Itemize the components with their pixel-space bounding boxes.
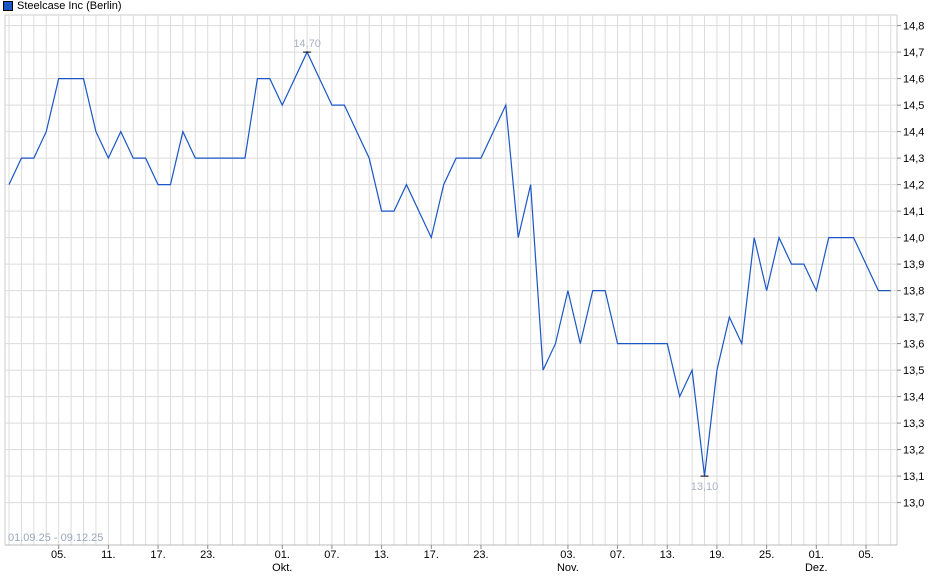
x-tick-label: 25. [759,549,774,561]
x-tick-label: 07. [324,549,339,561]
x-tick-label: 13. [374,549,389,561]
y-tick-label: 13,4 [903,392,924,404]
x-tick-label: 23. [200,549,215,561]
y-tick-label: 13,6 [903,339,924,351]
legend: Steelcase Inc (Berlin) [3,0,122,12]
x-tick-label: 11. [101,549,115,561]
price-line [8,50,891,477]
annotation-label-high: 14,70 [293,38,321,50]
legend-swatch [3,1,13,11]
x-month-label: Dez. [805,562,828,574]
x-tick-label: 05. [858,549,873,561]
x-tick-label: 19. [709,549,724,561]
x-tick-label: 17. [424,549,439,561]
y-tick-label: 14,3 [903,153,924,165]
x-tick-label: 07. [610,549,625,561]
y-tick-label: 13,9 [903,259,924,271]
y-tick-label: 14,2 [903,180,924,192]
y-tick-label: 13,3 [903,418,924,430]
annotation-label-low: 13,10 [691,481,719,493]
x-tick-label: 17. [150,549,165,561]
x-tick-label: 03. [560,549,575,561]
y-tick-label: 14,4 [903,127,924,139]
y-tick-label: 14,1 [903,206,924,218]
y-tick-label: 13,0 [903,498,924,510]
x-tick-label: 05. [51,549,66,561]
legend-label: Steelcase Inc (Berlin) [17,0,122,12]
y-tick-label: 14,8 [903,21,924,33]
y-tick-label: 14,5 [903,100,924,112]
y-tick-label: 13,7 [903,312,924,324]
y-tick-label: 13,8 [903,286,924,298]
x-month-label: Nov. [557,562,579,574]
y-tick-label: 13,1 [903,471,924,483]
x-tick-label: 13. [660,549,675,561]
x-tick-label: 01. [275,549,290,561]
x-tick-label: 23. [473,549,488,561]
y-tick-label: 13,5 [903,365,924,377]
y-tick-label: 13,2 [903,445,924,457]
date-range-label: 01.09.25 - 09.12.25 [8,532,103,544]
x-month-label: Okt. [272,562,292,574]
y-tick-label: 14,0 [903,233,924,245]
plot-area [4,14,898,546]
x-tick-label: 01. [809,549,824,561]
y-tick-label: 14,7 [903,47,924,59]
y-tick-label: 14,6 [903,74,924,86]
